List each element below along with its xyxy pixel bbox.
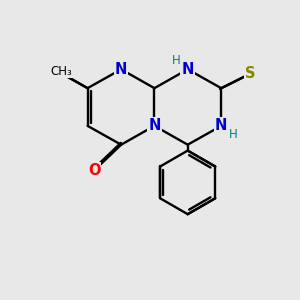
Text: O: O — [88, 163, 100, 178]
Text: N: N — [215, 118, 227, 134]
Text: H: H — [172, 54, 181, 67]
Text: N: N — [115, 62, 127, 77]
Text: CH₃: CH₃ — [51, 64, 73, 78]
Text: N: N — [148, 118, 160, 134]
Text: N: N — [182, 62, 194, 77]
Text: S: S — [245, 66, 256, 81]
Text: H: H — [229, 128, 238, 141]
